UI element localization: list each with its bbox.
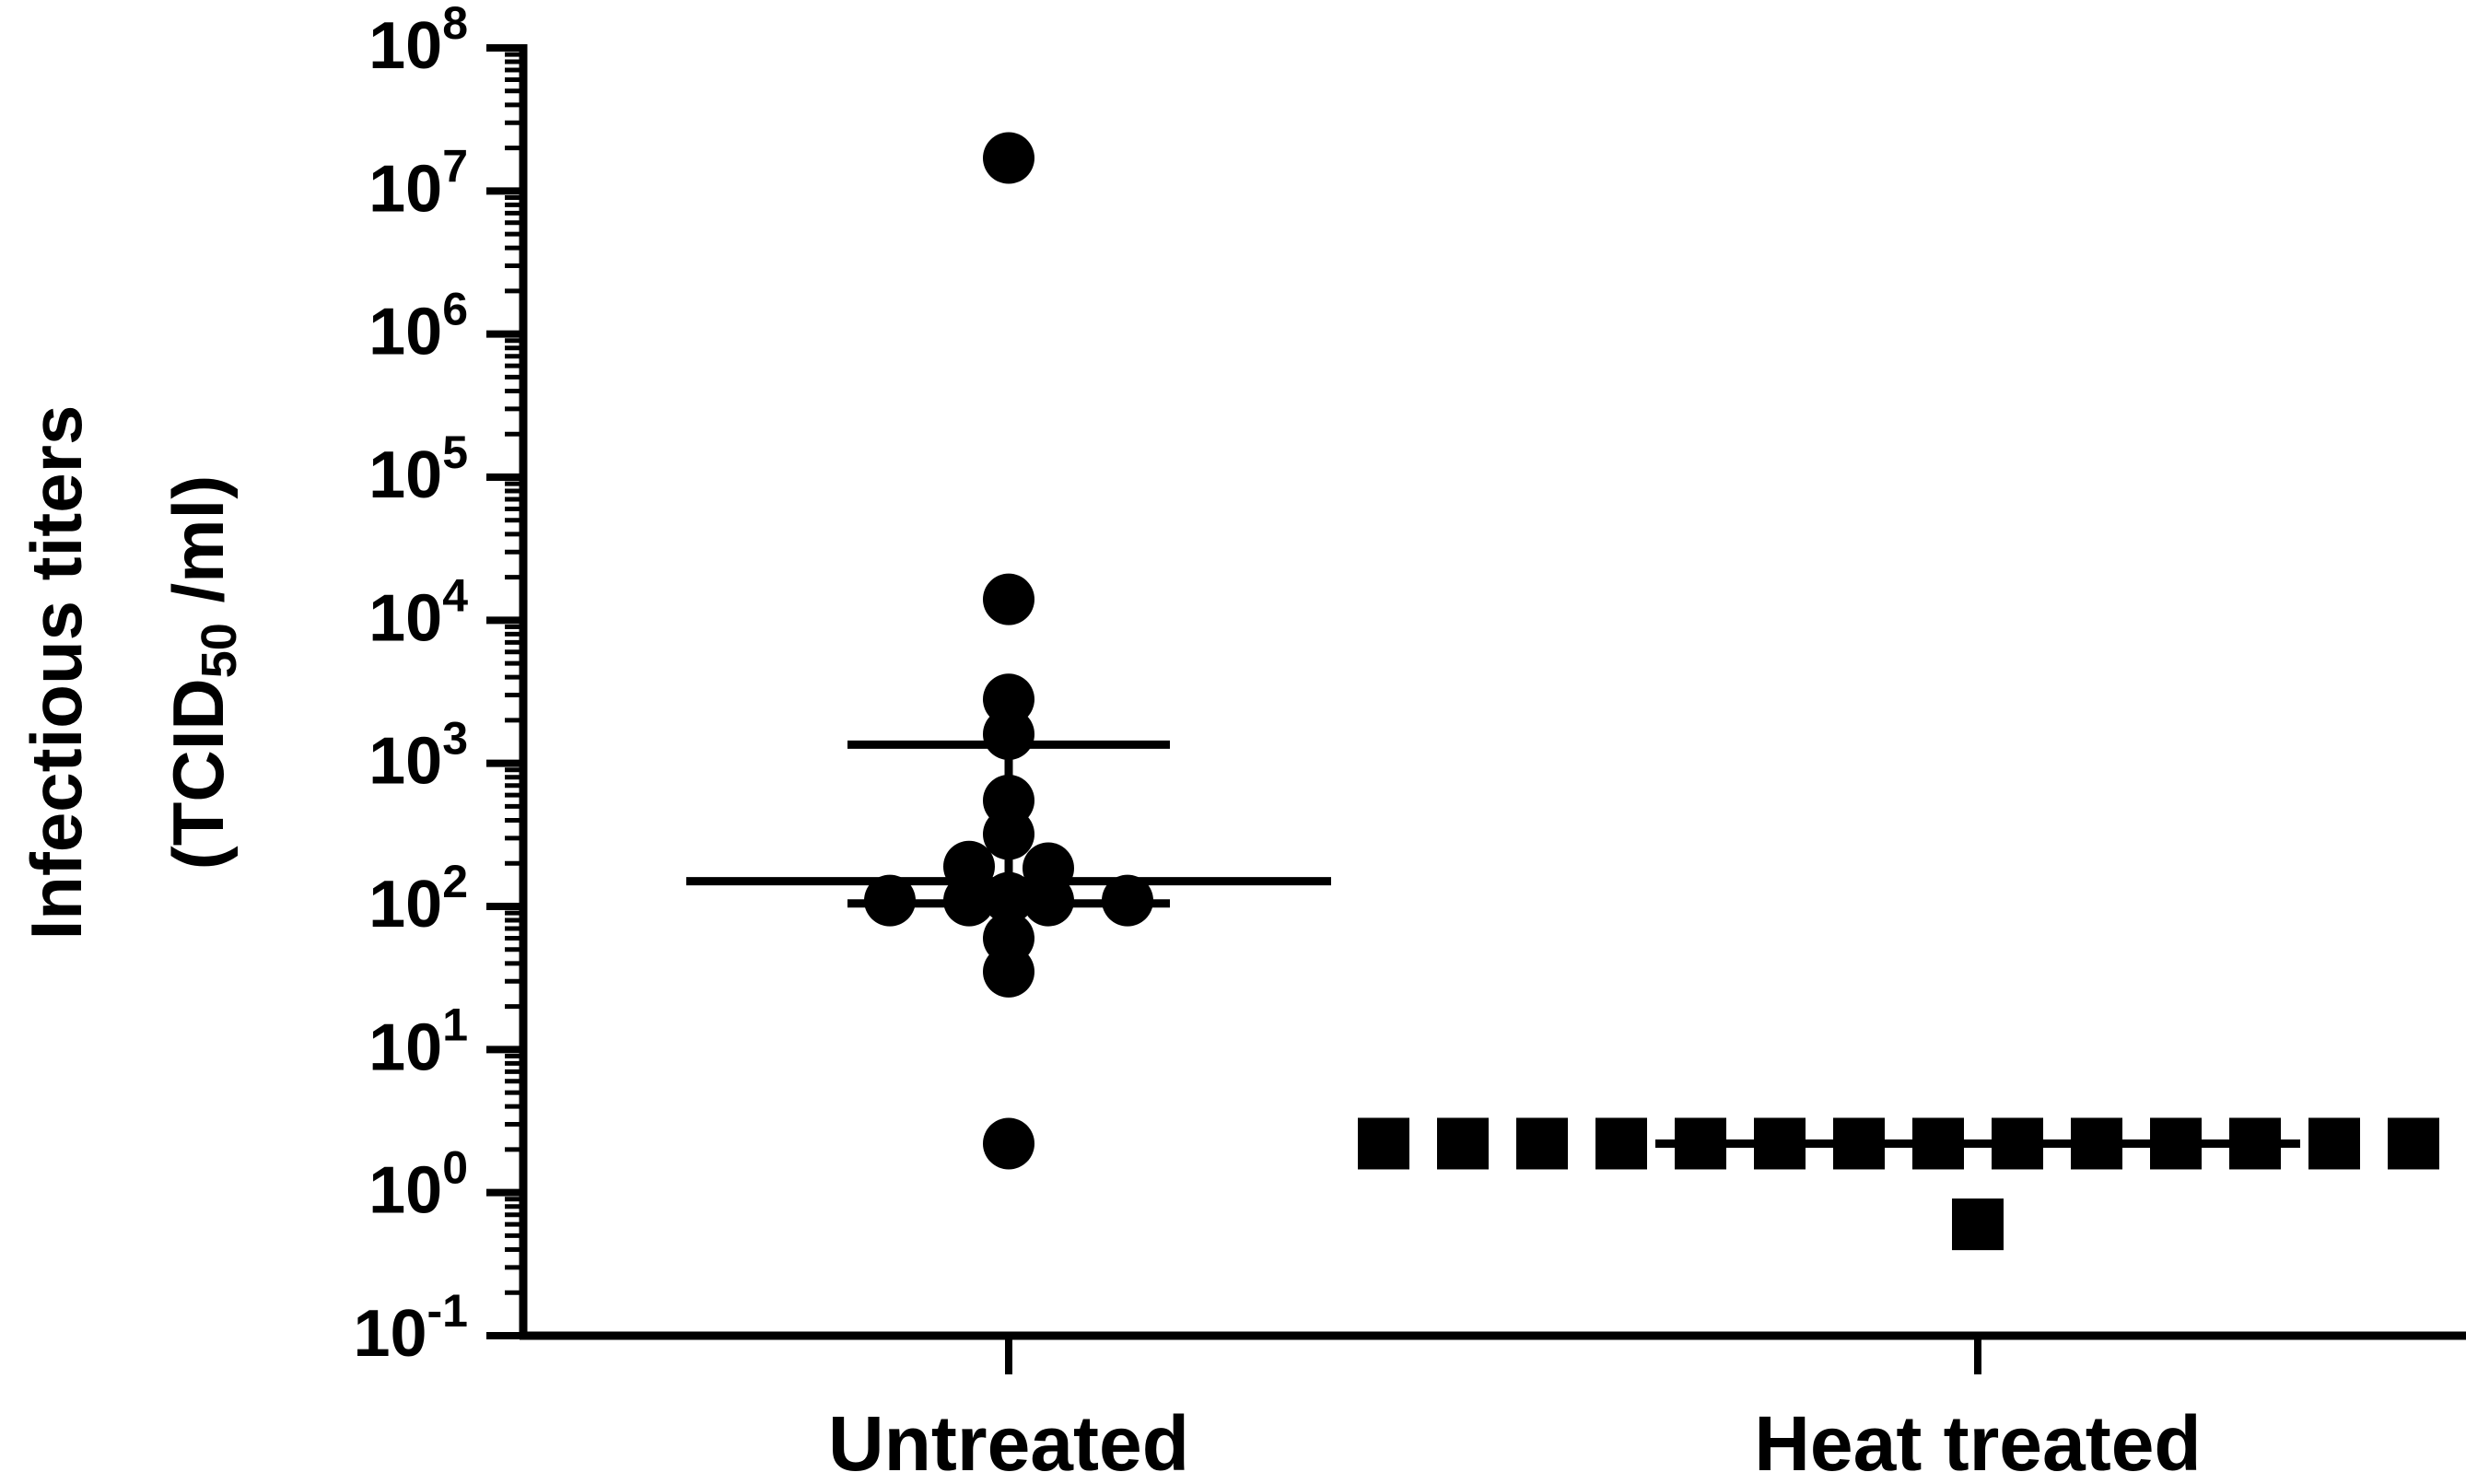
y-tick-base: 10 bbox=[368, 1154, 442, 1228]
y-tick-exponent: 7 bbox=[442, 140, 468, 192]
y-tick-exponent: 3 bbox=[442, 713, 468, 765]
error-bars bbox=[686, 740, 2300, 1148]
x-tick-label: Untreated bbox=[828, 1400, 1189, 1484]
y-tick-exponent: -1 bbox=[427, 1285, 468, 1337]
y-tick-label: 104 bbox=[368, 569, 468, 655]
data-point-square bbox=[1952, 1198, 2004, 1251]
y-tick-base: 10 bbox=[368, 438, 442, 512]
y-tick-label: 100 bbox=[368, 1142, 468, 1228]
data-point-square bbox=[1358, 1117, 1409, 1170]
data-point-square bbox=[1595, 1117, 1647, 1170]
data-point-circle bbox=[983, 945, 1034, 998]
y-tick-label: 102 bbox=[368, 856, 468, 941]
data-marks bbox=[864, 132, 2439, 1251]
data-point-square bbox=[1516, 1117, 1568, 1170]
x-tick-label: Heat treated bbox=[1754, 1400, 2202, 1484]
y-tick-exponent: 0 bbox=[442, 1142, 468, 1194]
y-axis-title-units: (TCID50 /ml) bbox=[158, 475, 247, 870]
y-tick-base: 10 bbox=[368, 296, 442, 369]
y-tick-label: 103 bbox=[368, 713, 468, 799]
y-tick-label: 101 bbox=[368, 999, 468, 1084]
y-tick-label: 105 bbox=[368, 427, 468, 512]
y-tick-base: 10 bbox=[368, 152, 442, 226]
y-tick-label: 108 bbox=[368, 0, 468, 83]
y-tick-base: 10 bbox=[368, 9, 442, 83]
y-tick-base: 10 bbox=[368, 725, 442, 799]
y-tick-exponent: 8 bbox=[442, 0, 468, 49]
y-axis-units-suffix: /ml) bbox=[158, 475, 239, 623]
y-tick-exponent: 6 bbox=[442, 284, 468, 335]
data-point-square bbox=[1437, 1117, 1489, 1170]
data-point-circle bbox=[983, 1117, 1034, 1170]
y-tick-exponent: 2 bbox=[442, 856, 468, 907]
y-tick-exponent: 5 bbox=[442, 427, 468, 478]
data-point-circle bbox=[983, 573, 1034, 625]
data-point-square bbox=[2308, 1117, 2360, 1170]
y-axis-units-subscript: 50 bbox=[192, 623, 247, 678]
x-ticks: Untreated Heat treated bbox=[828, 1336, 2202, 1484]
y-tick-base: 10 bbox=[368, 868, 442, 941]
y-tick-base: 10 bbox=[353, 1297, 427, 1371]
y-tick-base: 10 bbox=[368, 581, 442, 655]
y-tick-label: 107 bbox=[368, 140, 468, 226]
y-tick-label: 106 bbox=[368, 284, 468, 369]
data-point-square bbox=[2388, 1117, 2439, 1170]
y-tick-exponent: 4 bbox=[442, 569, 468, 621]
y-tick-base: 10 bbox=[368, 1011, 442, 1084]
y-axis-title: Infectious titers bbox=[16, 405, 97, 941]
y-axis-units-prefix: (TCID bbox=[158, 678, 239, 870]
data-point-circle bbox=[983, 132, 1034, 184]
y-tick-exponent: 1 bbox=[442, 999, 468, 1050]
y-tick-label: 10-1 bbox=[353, 1285, 468, 1371]
